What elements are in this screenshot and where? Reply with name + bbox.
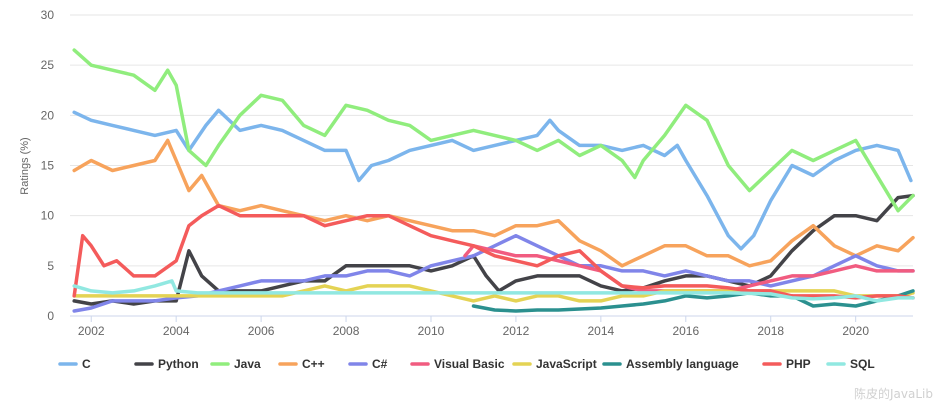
series-line-c <box>72 108 913 251</box>
legend-item[interactable]: Visual Basic <box>410 357 505 371</box>
y-axis-label: Ratings (%) <box>19 137 31 194</box>
legend-label: SQL <box>850 357 875 371</box>
y-axis: 0 5 10 15 20 25 30 <box>41 8 55 323</box>
x-tick-label: 2016 <box>672 324 699 338</box>
legend-label: Java <box>234 357 261 371</box>
series-line-php <box>72 203 915 300</box>
legend-item[interactable]: C <box>58 357 91 371</box>
series-line-sql <box>72 279 915 303</box>
legend-label: C++ <box>302 357 325 371</box>
x-tick-label: 2018 <box>757 324 784 338</box>
y-tick-label: 5 <box>47 259 54 273</box>
legend-item[interactable]: Java <box>210 357 261 371</box>
watermark: 陈皮的JavaLib <box>854 387 933 401</box>
series-line-assembly-language <box>471 289 915 313</box>
series-lines <box>72 48 915 313</box>
x-tick-label: 2006 <box>248 324 275 338</box>
grid-lines <box>70 14 913 317</box>
legend-item[interactable]: SQL <box>826 357 875 371</box>
legend-label: Python <box>158 357 199 371</box>
legend: C Python Java C++ C# Visual Basic JavaScript As… <box>58 357 875 371</box>
legend-item[interactable]: Python <box>134 357 199 371</box>
series-line-python <box>72 193 915 306</box>
legend-label: C <box>82 357 91 371</box>
y-tick-label: 0 <box>47 309 54 323</box>
x-tick-label: 2004 <box>163 324 190 338</box>
legend-item[interactable]: C# <box>348 357 388 371</box>
legend-label: PHP <box>786 357 811 371</box>
series-line-java <box>72 48 915 213</box>
x-tick-label: 2012 <box>503 324 530 338</box>
legend-item[interactable]: C++ <box>278 357 325 371</box>
x-axis: 2002 2004 2006 2008 2010 2012 2014 2016 2018 2020 <box>78 316 869 338</box>
y-tick-label: 25 <box>41 58 55 72</box>
x-tick-label: 2010 <box>418 324 445 338</box>
legend-label: JavaScript <box>536 357 597 371</box>
x-tick-label: 2014 <box>588 324 615 338</box>
x-tick-label: 2020 <box>842 324 869 338</box>
y-tick-label: 20 <box>41 108 55 122</box>
y-tick-label: 30 <box>41 8 55 22</box>
x-tick-label: 2008 <box>333 324 360 338</box>
y-tick-label: 15 <box>41 159 55 173</box>
legend-item[interactable]: PHP <box>762 357 811 371</box>
legend-label: C# <box>372 357 388 371</box>
legend-label: Visual Basic <box>434 357 505 371</box>
series-line-c- <box>72 138 915 268</box>
x-tick-label: 2002 <box>78 324 105 338</box>
y-tick-label: 10 <box>41 209 55 223</box>
legend-item[interactable]: Assembly language <box>602 357 739 371</box>
legend-label: Assembly language <box>626 357 739 371</box>
legend-item[interactable]: JavaScript <box>512 357 597 371</box>
